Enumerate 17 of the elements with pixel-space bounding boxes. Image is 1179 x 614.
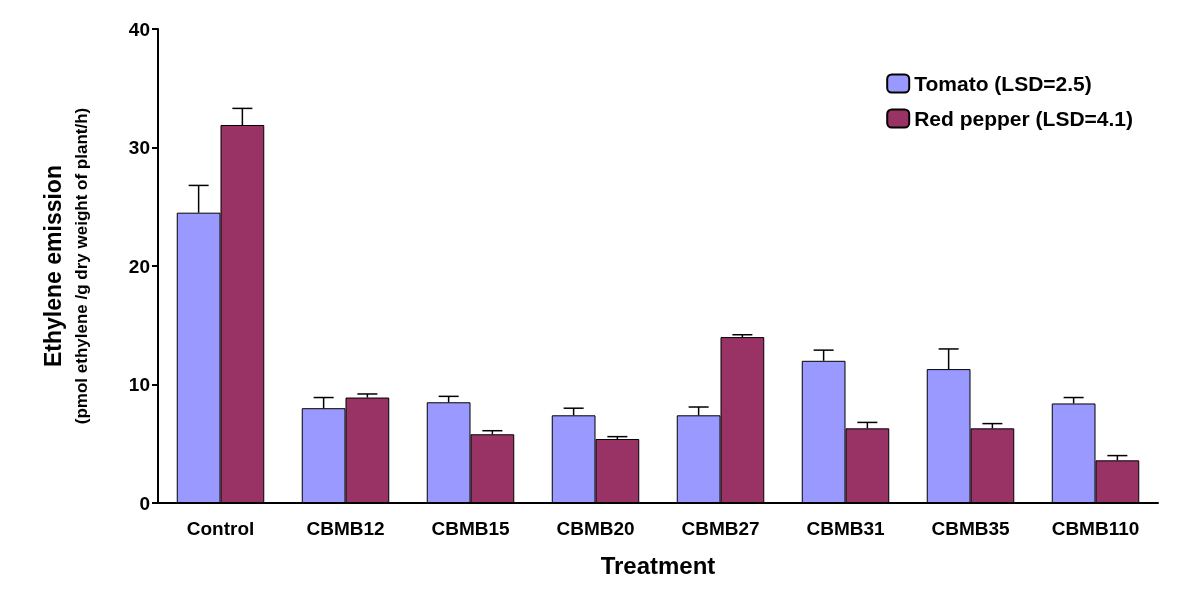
- legend-label: Red pepper (LSD=4.1): [914, 107, 1134, 130]
- x-axis-title: Treatment: [600, 551, 716, 579]
- x-tick-label: Control: [186, 518, 255, 539]
- y-axis-title: Ethylene emission (pmol ethylene /g dry weight of plant/h): [40, 107, 91, 425]
- y-tick-label: 10: [128, 374, 150, 395]
- y-tick-label: 40: [128, 18, 150, 40]
- y-tick-label: 20: [128, 255, 150, 277]
- x-tick-label: CBMB35: [931, 518, 1010, 539]
- x-tick-label: CBMB27: [681, 518, 760, 539]
- x-tick-label: CBMB12: [306, 518, 385, 539]
- y-tick-label: 0: [139, 492, 150, 514]
- x-tick-label: CBMB20: [556, 518, 635, 539]
- x-tick-label: CBMB110: [1051, 518, 1140, 539]
- legend-label: Tomato (LSD=2.5): [914, 72, 1092, 95]
- x-tick-label: CBMB15: [431, 518, 510, 539]
- x-tick-label: CBMB31: [806, 518, 885, 539]
- y-tick-label: 30: [128, 137, 150, 158]
